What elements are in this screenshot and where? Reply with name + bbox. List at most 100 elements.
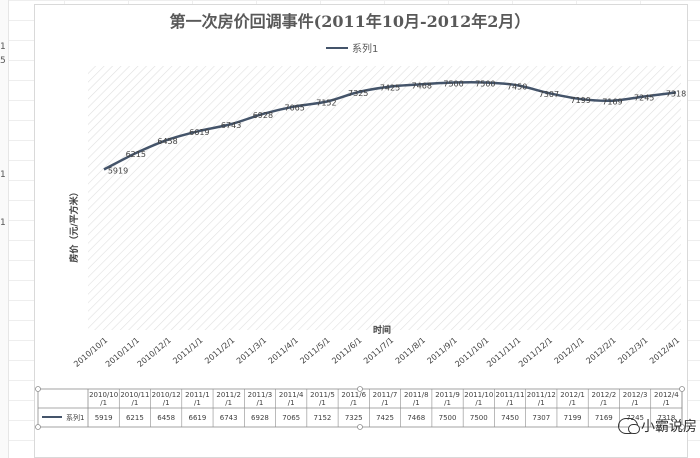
table-header-cell: /1 xyxy=(663,399,670,407)
strip-number: 1 xyxy=(0,170,6,180)
x-tick-label: 2010/11/1 xyxy=(104,336,141,369)
legend-series-label: 系列1 xyxy=(352,44,379,55)
table-header-cell: /1 xyxy=(632,399,639,407)
table-header-cell: /1 xyxy=(225,399,232,407)
selection-handle xyxy=(679,424,685,430)
data-label: 7065 xyxy=(284,103,304,112)
x-tick-label: 2012/4/1 xyxy=(648,336,681,366)
watermark: 小霸说房 xyxy=(618,416,697,436)
table-header-cell: 2011/7 xyxy=(373,391,398,399)
table-value-cell: 7065 xyxy=(282,414,300,422)
table-header-cell: 2010/11 xyxy=(120,391,149,399)
strip-number: 1 xyxy=(0,218,6,228)
data-label: 7325 xyxy=(348,89,368,98)
table-value-cell: 7307 xyxy=(532,414,550,422)
wechat-icon xyxy=(618,418,640,434)
table-header-cell: 2011/1 xyxy=(185,391,210,399)
selection-handle xyxy=(35,386,41,392)
table-header-cell: /1 xyxy=(413,399,420,407)
table-header-cell: 2011/12 xyxy=(527,391,556,399)
selection-handle xyxy=(357,424,363,430)
table-header-cell: 2012/3 xyxy=(623,391,648,399)
table-header-cell: /1 xyxy=(163,399,170,407)
table-header-cell: 2012/4 xyxy=(654,391,679,399)
table-value-cell: 6743 xyxy=(220,414,238,422)
table-header-cell: /1 xyxy=(569,399,576,407)
strip-number: 1 xyxy=(0,42,6,52)
data-label: 5919 xyxy=(108,166,128,175)
table-value-cell: 6928 xyxy=(251,414,269,422)
table-header-cell: 2011/6 xyxy=(341,391,366,399)
x-tick-label: 2011/8/1 xyxy=(394,336,427,366)
table-header-cell: /1 xyxy=(475,399,482,407)
data-label: 7245 xyxy=(634,94,654,103)
table-value-cell: 7325 xyxy=(345,414,363,422)
table-header-cell: 2010/10 xyxy=(89,391,118,399)
watermark-text: 小霸说房 xyxy=(641,419,697,435)
data-label: 6743 xyxy=(221,121,241,130)
table-header-cell: 2011/3 xyxy=(248,391,273,399)
x-tick-label: 2012/3/1 xyxy=(616,336,649,366)
table-header-cell: 2012/1 xyxy=(560,391,585,399)
data-label: 7307 xyxy=(539,90,559,99)
data-label: 7500 xyxy=(475,80,495,89)
data-label: 6215 xyxy=(126,150,146,159)
selection-handle xyxy=(35,424,41,430)
table-header-cell: 2011/9 xyxy=(435,391,460,399)
table-value-cell: 7500 xyxy=(470,414,488,422)
x-tick-label: 2011/5/1 xyxy=(298,336,331,366)
table-value-cell: 6458 xyxy=(157,414,175,422)
x-tick-label: 2011/2/1 xyxy=(203,336,236,366)
table-header-cell: 2011/10 xyxy=(464,391,493,399)
table-value-cell: 7500 xyxy=(439,414,457,422)
strip-number: 5 xyxy=(0,56,6,66)
x-tick-label: 2010/12/1 xyxy=(136,336,173,369)
table-header-cell: 2011/5 xyxy=(310,391,335,399)
table-header-cell: /1 xyxy=(100,399,107,407)
table-value-cell: 7450 xyxy=(501,414,519,422)
x-tick-label: 2011/4/1 xyxy=(267,336,300,366)
x-tick-label: 2011/12/1 xyxy=(517,336,554,369)
table-header-cell: /1 xyxy=(600,399,607,407)
data-label: 6928 xyxy=(253,111,273,120)
data-label: 7425 xyxy=(380,84,400,93)
chart-title: 第一次房价回调事件(2011年10月-2012年2月） xyxy=(169,12,531,31)
table-value-cell: 6215 xyxy=(126,414,144,422)
table-header-cell: 2011/2 xyxy=(216,391,241,399)
table-header-cell: 2011/8 xyxy=(404,391,429,399)
table-header-cell: /1 xyxy=(538,399,545,407)
table-header-cell: 2011/11 xyxy=(496,391,525,399)
table-header-cell: /1 xyxy=(257,399,264,407)
table-value-cell: 5919 xyxy=(95,414,113,422)
table-header-cell: /1 xyxy=(507,399,514,407)
chart-legend[interactable]: 系列1 xyxy=(326,40,378,55)
data-label: 7169 xyxy=(602,98,622,107)
table-header-cell: /1 xyxy=(350,399,357,407)
x-tick-label: 2010/10/1 xyxy=(72,336,109,369)
table-value-cell: 6619 xyxy=(189,414,207,422)
table-header-cell: /1 xyxy=(319,399,326,407)
data-label: 7318 xyxy=(666,90,686,99)
data-label: 7468 xyxy=(412,81,432,90)
table-value-cell: 7318 xyxy=(657,414,675,422)
x-tick-label: 2011/1/1 xyxy=(171,336,204,366)
x-tick-label: 2011/10/1 xyxy=(453,336,490,369)
data-label: 6619 xyxy=(189,128,209,137)
x-tick-label: 2011/7/1 xyxy=(362,336,395,366)
table-value-cell: 7245 xyxy=(626,414,644,422)
table-header-cell: 2011/4 xyxy=(279,391,304,399)
table-value-cell: 7425 xyxy=(376,414,394,422)
table-value-cell: 7468 xyxy=(407,414,425,422)
x-tick-label: 2012/2/1 xyxy=(584,336,617,366)
data-label: 7450 xyxy=(507,82,527,91)
data-label: 6458 xyxy=(157,137,177,146)
table-value-cell: 7152 xyxy=(314,414,332,422)
series-line-系列1 xyxy=(103,80,677,171)
x-tick-label: 2011/6/1 xyxy=(330,336,363,366)
legend-line-swatch xyxy=(326,46,348,49)
table-header-cell: /1 xyxy=(194,399,201,407)
selection-handle xyxy=(679,386,685,392)
sheet-row-strip: 1 5 1 1 xyxy=(0,0,9,458)
table-header-cell: /1 xyxy=(288,399,295,407)
